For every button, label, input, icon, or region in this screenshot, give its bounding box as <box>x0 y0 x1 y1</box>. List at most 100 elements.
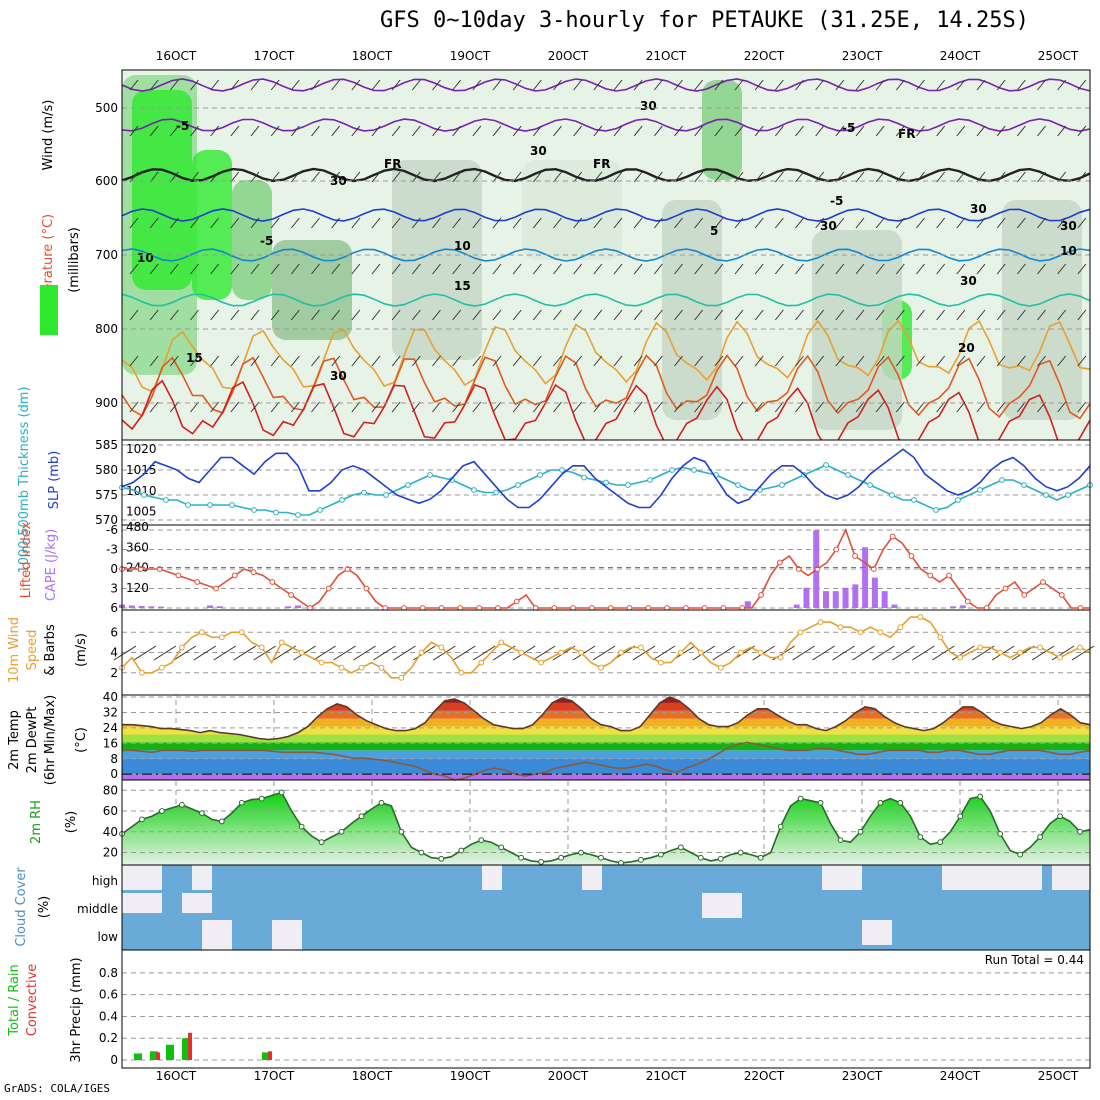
wind-barb <box>210 79 220 91</box>
wind-barb <box>694 355 704 367</box>
temperature-contour <box>121 118 1091 132</box>
cloud-clear-block <box>122 893 162 913</box>
wind-barb <box>653 309 663 321</box>
wind-barb <box>936 401 946 413</box>
wind-barb <box>452 125 462 137</box>
wind-label-2: Speed <box>25 630 40 671</box>
wind-barb <box>1037 79 1046 91</box>
wind-barb <box>250 401 260 413</box>
wind-barb <box>593 401 603 413</box>
x-tick-label-bottom: 23OCT <box>842 1069 883 1083</box>
wind-barb <box>674 401 683 413</box>
wind-barb <box>230 263 240 275</box>
thickness-line-point <box>1043 492 1049 498</box>
lifted-index-line-point <box>1040 579 1046 585</box>
rh-unit: (%) <box>64 811 79 834</box>
wind-barb <box>250 309 260 321</box>
wind-barb <box>795 217 804 229</box>
wind-barb <box>553 79 562 91</box>
x-tick-label-top: 25OCT <box>1038 49 1079 63</box>
pressure-tick-label: 700 <box>95 248 118 262</box>
thickness-axis-label: 1000-500mb Thickness (dm) <box>17 386 32 573</box>
wind-barb <box>169 401 179 413</box>
wind-barb <box>452 79 462 91</box>
rh-tick-label: 40 <box>103 825 118 839</box>
wind-barb <box>250 125 260 137</box>
wind-barb <box>633 401 643 413</box>
wind-speed-line-point <box>697 649 704 656</box>
li-tick-label: -3 <box>106 543 118 557</box>
pressure-tick-label: 600 <box>95 174 118 188</box>
wind-barb <box>795 263 804 275</box>
wind-barb <box>694 263 704 275</box>
wind-barb <box>734 401 744 413</box>
wind-barb <box>210 355 220 367</box>
precip-total-bar <box>166 1044 174 1060</box>
wind-barb <box>895 171 905 183</box>
thickness-line-point <box>625 482 631 488</box>
wind-barb <box>976 309 986 321</box>
wind-barb <box>835 263 845 275</box>
wind-barb <box>210 401 220 413</box>
wind-speed-line-point <box>578 649 584 656</box>
wind-barb <box>1077 401 1087 413</box>
wind-tick-label: 6 <box>110 625 118 639</box>
rh-line-point <box>298 823 305 830</box>
cape-bar <box>158 606 165 608</box>
wind-barb <box>633 125 643 137</box>
rh-line-point <box>418 849 425 856</box>
wind-barb <box>613 263 623 275</box>
thickness-line-point <box>999 477 1005 483</box>
cape-bar <box>148 606 155 608</box>
wind-barb <box>351 401 361 413</box>
wind-speed-line-point <box>997 649 1004 656</box>
wind-barb <box>351 171 361 183</box>
cloud-clear-block <box>192 865 212 890</box>
wind-barb <box>835 217 845 229</box>
wind-barb <box>411 355 421 367</box>
temp-color-band <box>122 750 1090 759</box>
wind-barb <box>331 217 341 229</box>
temperature-contour <box>121 354 1091 420</box>
wind-barb <box>694 125 704 137</box>
wind-barb <box>774 309 784 321</box>
li-panel-bg <box>122 525 1090 610</box>
wind-barb <box>714 171 724 183</box>
wind-barb <box>855 79 865 91</box>
wind-barb <box>472 645 496 661</box>
wind-barb <box>1057 217 1067 229</box>
wind-barb <box>932 645 955 661</box>
temp-tick-label: 32 <box>103 705 118 719</box>
li-tick-label: -6 <box>106 523 118 537</box>
wind-barb <box>512 263 522 275</box>
wind-speed-line-point <box>318 659 325 666</box>
wind-barb <box>674 125 683 137</box>
wind-barb <box>1037 309 1046 321</box>
rh-line-point <box>318 839 325 846</box>
wind-barb <box>754 355 764 367</box>
wind-barb <box>976 355 986 367</box>
wind-barb <box>694 217 704 229</box>
wind-barb <box>815 171 825 183</box>
rh-shading-area <box>702 80 742 180</box>
thickness-tick-label: 575 <box>95 488 118 502</box>
rh-line-point <box>977 793 984 800</box>
wind-barb <box>795 171 804 183</box>
wind-speed-line-point <box>857 629 864 636</box>
x-tick-label-top: 21OCT <box>646 49 687 63</box>
temperature-contour <box>121 379 1091 456</box>
wind-barb <box>633 217 643 229</box>
contour-label: 30 <box>330 369 347 383</box>
wind-barb <box>290 309 300 321</box>
lifted-index-line-point <box>513 598 520 605</box>
wind-barb <box>411 309 421 321</box>
cape-tick-label: 120 <box>126 581 149 595</box>
wind-barb <box>573 401 583 413</box>
wind-barb <box>290 171 300 183</box>
wind-tick-label: 2 <box>110 666 118 680</box>
lifted-index-line-point <box>288 592 295 598</box>
contour-label: FR <box>593 157 610 171</box>
wind-speed-line-point <box>518 649 525 656</box>
wind-barb <box>290 79 300 91</box>
wind-barb <box>169 217 179 229</box>
